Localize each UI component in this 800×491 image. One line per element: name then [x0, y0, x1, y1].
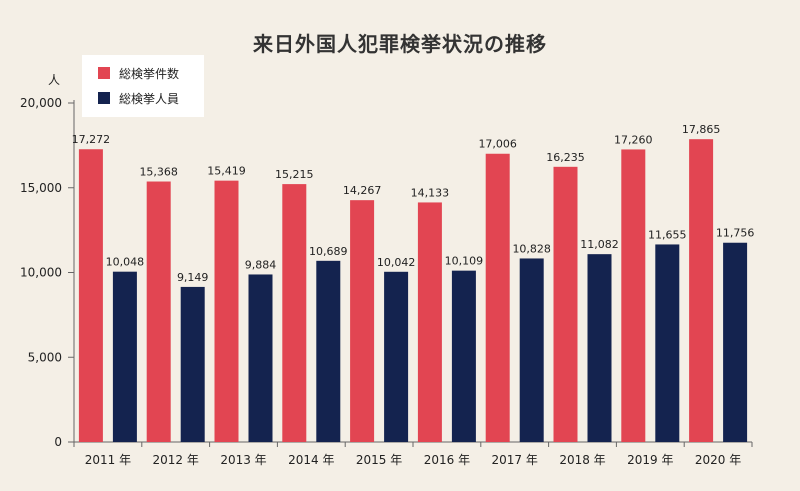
x-tick-label: 2011 年	[85, 453, 131, 467]
bar-persons	[248, 274, 273, 442]
data-label-cases: 17,272	[72, 133, 111, 146]
data-label-cases: 15,368	[139, 166, 178, 179]
x-tick-label: 2014 年	[288, 453, 334, 467]
bar-cases	[350, 200, 375, 442]
data-label-persons: 10,042	[377, 256, 416, 269]
data-label-persons: 9,884	[245, 258, 277, 271]
bar-persons	[587, 254, 612, 442]
data-label-cases: 14,133	[411, 186, 450, 199]
bar-persons	[112, 271, 137, 442]
data-label-persons: 10,828	[512, 242, 551, 255]
data-label-cases: 17,865	[682, 123, 721, 136]
x-tick-label: 2017 年	[492, 453, 538, 467]
data-label-persons: 11,655	[648, 228, 687, 241]
bar-cases	[621, 149, 646, 442]
bar-cases	[485, 153, 510, 443]
legend-swatch-persons	[98, 92, 110, 104]
chart-legend: 総検挙件数 総検挙人員	[82, 55, 204, 117]
bar-cases	[146, 181, 171, 443]
x-tick-label: 2018 年	[559, 453, 605, 467]
data-label-persons: 10,048	[106, 256, 145, 269]
y-tick-label: 15,000	[20, 181, 62, 195]
data-label-cases: 17,260	[614, 133, 653, 146]
bar-cases	[214, 180, 239, 442]
data-label-cases: 17,006	[478, 138, 517, 151]
bar-cases	[417, 202, 442, 442]
chart-title: 来日外国人犯罪検挙状況の推移	[253, 32, 547, 56]
bar-persons	[316, 260, 341, 442]
bar-persons	[519, 258, 544, 442]
y-tick-label: 5,000	[28, 350, 62, 364]
data-label-persons: 11,082	[580, 238, 619, 251]
data-label-persons: 9,149	[177, 271, 209, 284]
legend-label-cases: 総検挙件数	[119, 66, 180, 81]
bar-persons	[655, 244, 680, 442]
bar-persons	[180, 286, 205, 442]
bar-persons	[723, 242, 748, 442]
y-axis-unit-label: 人	[48, 73, 60, 87]
bar-cases	[689, 139, 714, 443]
data-label-cases: 16,235	[546, 151, 585, 164]
data-label-persons: 10,689	[309, 245, 348, 258]
legend-item-persons: 総検挙人員	[98, 90, 179, 106]
bar-cases	[553, 166, 578, 442]
x-tick-label: 2013 年	[220, 453, 266, 467]
data-label-persons: 10,109	[445, 255, 484, 268]
legend-item-cases: 総検挙件数	[98, 65, 179, 81]
bar-persons	[384, 271, 409, 442]
legend-label-persons: 総検挙人員	[119, 91, 180, 106]
bar-persons	[451, 270, 476, 442]
x-tick-label: 2019 年	[627, 453, 673, 467]
x-tick-label: 2016 年	[424, 453, 470, 467]
x-tick-label: 2020 年	[695, 453, 741, 467]
x-tick-label: 2015 年	[356, 453, 402, 467]
y-tick-label: 10,000	[20, 266, 62, 280]
x-tick-label: 2012 年	[153, 453, 199, 467]
data-label-persons: 11,756	[716, 227, 755, 240]
data-label-cases: 14,267	[343, 184, 382, 197]
data-label-cases: 15,419	[207, 165, 246, 178]
data-label-cases: 15,215	[275, 168, 314, 181]
bar-cases	[78, 149, 103, 442]
legend-swatch-cases	[98, 67, 110, 79]
bar-cases	[282, 184, 307, 442]
y-tick-label: 20,000	[20, 96, 62, 110]
y-tick-label: 0	[54, 435, 62, 449]
